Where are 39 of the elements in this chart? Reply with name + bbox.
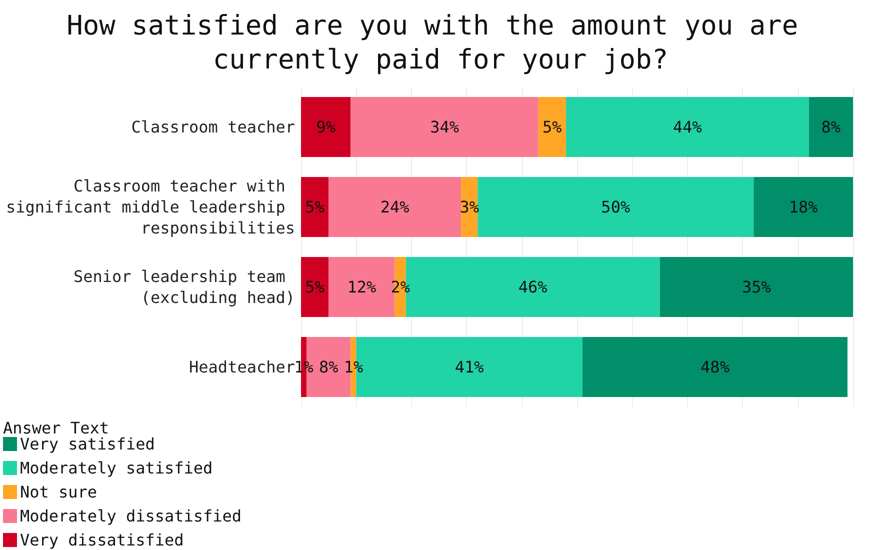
data-label: 50%: [601, 198, 630, 216]
bar: [582, 337, 848, 397]
legend-label: Moderately satisfied: [20, 458, 213, 478]
data-label: 9%: [316, 118, 336, 136]
data-label: 5%: [305, 198, 325, 216]
y-tick-label: Headteacher: [189, 358, 296, 376]
bar: [301, 177, 329, 237]
bar: [566, 97, 809, 157]
legend-label: Moderately dissatisfied: [20, 506, 242, 526]
data-label: 46%: [518, 278, 548, 296]
data-label: 18%: [788, 198, 818, 216]
data-label: 8%: [821, 118, 841, 136]
y-tick-label: Senior leadership team (excluding head): [73, 267, 295, 307]
legend-title: Answer Text: [3, 418, 109, 438]
legend-label: Very satisfied: [20, 434, 155, 454]
data-label: 5%: [305, 278, 325, 296]
data-label: 35%: [742, 278, 772, 296]
chart-title: How satisfied are you with the amount you are currently paid for your job?: [66, 10, 814, 76]
bar: [660, 257, 853, 317]
legend-label: Very dissatisfied: [20, 530, 184, 550]
data-label: 24%: [380, 198, 410, 216]
bar: [301, 257, 329, 317]
bar: [538, 97, 566, 157]
data-label: 8%: [318, 358, 339, 376]
bar: [754, 177, 853, 237]
bar: [808, 97, 853, 157]
data-label: 44%: [672, 118, 702, 136]
data-label: 48%: [700, 358, 730, 376]
bar: [301, 97, 351, 157]
data-label: 34%: [430, 118, 460, 136]
y-tick-label: Classroom teacher with significant middle leadership responsibilities: [6, 176, 295, 238]
bar: [478, 177, 754, 237]
bar: [328, 177, 462, 237]
data-label: 41%: [454, 358, 484, 376]
data-label: 12%: [347, 278, 377, 296]
bar: [350, 97, 538, 157]
legend-label: Not sure: [20, 482, 98, 502]
data-label: 5%: [542, 118, 562, 136]
y-tick-label: Classroom teacher: [131, 118, 296, 136]
